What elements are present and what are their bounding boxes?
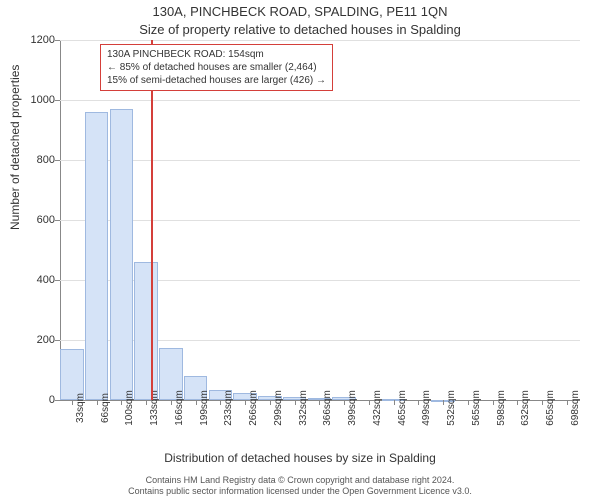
x-tick bbox=[171, 400, 172, 405]
x-tick-label: 598sqm bbox=[496, 390, 498, 426]
x-tick-label: 233sqm bbox=[223, 390, 225, 426]
annotation-line: ← 85% of detached houses are smaller (2,… bbox=[107, 61, 326, 74]
x-tick bbox=[542, 400, 543, 405]
x-tick-label: 299sqm bbox=[273, 390, 275, 426]
x-tick bbox=[443, 400, 444, 405]
x-tick bbox=[146, 400, 147, 405]
y-tick bbox=[55, 220, 60, 221]
x-tick bbox=[468, 400, 469, 405]
y-tick-label: 1200 bbox=[20, 34, 55, 46]
x-tick bbox=[394, 400, 395, 405]
x-tick bbox=[121, 400, 122, 405]
y-tick-label: 1000 bbox=[20, 94, 55, 106]
grid-line bbox=[60, 160, 580, 161]
x-tick bbox=[517, 400, 518, 405]
x-tick-label: 499sqm bbox=[421, 390, 423, 426]
x-tick-label: 465sqm bbox=[397, 390, 399, 426]
plot-area: 02004006008001000120033sqm66sqm100sqm133… bbox=[60, 40, 580, 400]
x-tick-label: 332sqm bbox=[298, 390, 300, 426]
x-tick bbox=[270, 400, 271, 405]
y-tick-label: 200 bbox=[20, 334, 55, 346]
x-tick-label: 199sqm bbox=[199, 390, 201, 426]
annotation-box: 130A PINCHBECK ROAD: 154sqm ← 85% of det… bbox=[100, 44, 333, 91]
x-tick-label: 66sqm bbox=[100, 393, 102, 423]
x-tick-label: 100sqm bbox=[124, 390, 126, 426]
y-tick bbox=[55, 40, 60, 41]
annotation-line: 15% of semi-detached houses are larger (… bbox=[107, 74, 326, 87]
footer-attribution: Contains HM Land Registry data © Crown c… bbox=[0, 475, 600, 497]
x-tick bbox=[319, 400, 320, 405]
y-tick-label: 400 bbox=[20, 274, 55, 286]
x-tick-label: 665sqm bbox=[545, 390, 547, 426]
x-tick-label: 266sqm bbox=[248, 390, 250, 426]
x-tick bbox=[72, 400, 73, 405]
histogram-bar bbox=[134, 262, 158, 400]
y-tick-label: 0 bbox=[20, 394, 55, 406]
y-tick bbox=[55, 100, 60, 101]
x-tick bbox=[493, 400, 494, 405]
x-tick bbox=[567, 400, 568, 405]
x-tick-label: 532sqm bbox=[446, 390, 448, 426]
histogram-bar bbox=[110, 109, 134, 400]
y-tick bbox=[55, 340, 60, 341]
x-tick bbox=[97, 400, 98, 405]
marker-line bbox=[151, 40, 153, 400]
histogram-bar bbox=[85, 112, 109, 400]
grid-line bbox=[60, 40, 580, 41]
x-tick-label: 166sqm bbox=[174, 390, 176, 426]
x-tick bbox=[295, 400, 296, 405]
grid-line bbox=[60, 100, 580, 101]
x-tick bbox=[344, 400, 345, 405]
footer-line: Contains HM Land Registry data © Crown c… bbox=[0, 475, 600, 486]
sub-title: Size of property relative to detached ho… bbox=[0, 22, 600, 37]
x-tick-label: 366sqm bbox=[322, 390, 324, 426]
x-tick-label: 698sqm bbox=[570, 390, 572, 426]
x-tick-label: 565sqm bbox=[471, 390, 473, 426]
x-tick bbox=[220, 400, 221, 405]
x-tick-label: 632sqm bbox=[520, 390, 522, 426]
chart-container: 130A, PINCHBECK ROAD, SPALDING, PE11 1QN… bbox=[0, 0, 600, 500]
x-tick bbox=[418, 400, 419, 405]
y-tick-label: 800 bbox=[20, 154, 55, 166]
x-tick bbox=[196, 400, 197, 405]
x-tick-label: 432sqm bbox=[372, 390, 374, 426]
y-tick bbox=[55, 280, 60, 281]
x-tick bbox=[369, 400, 370, 405]
grid-line bbox=[60, 220, 580, 221]
y-tick-label: 600 bbox=[20, 214, 55, 226]
main-title: 130A, PINCHBECK ROAD, SPALDING, PE11 1QN bbox=[0, 4, 600, 19]
x-tick-label: 33sqm bbox=[75, 393, 77, 423]
footer-line: Contains public sector information licen… bbox=[0, 486, 600, 497]
x-tick bbox=[245, 400, 246, 405]
y-axis-label: Number of detached properties bbox=[8, 65, 22, 230]
x-axis-label: Distribution of detached houses by size … bbox=[0, 451, 600, 465]
y-tick bbox=[55, 160, 60, 161]
x-tick-label: 399sqm bbox=[347, 390, 349, 426]
annotation-line: 130A PINCHBECK ROAD: 154sqm bbox=[107, 48, 326, 61]
